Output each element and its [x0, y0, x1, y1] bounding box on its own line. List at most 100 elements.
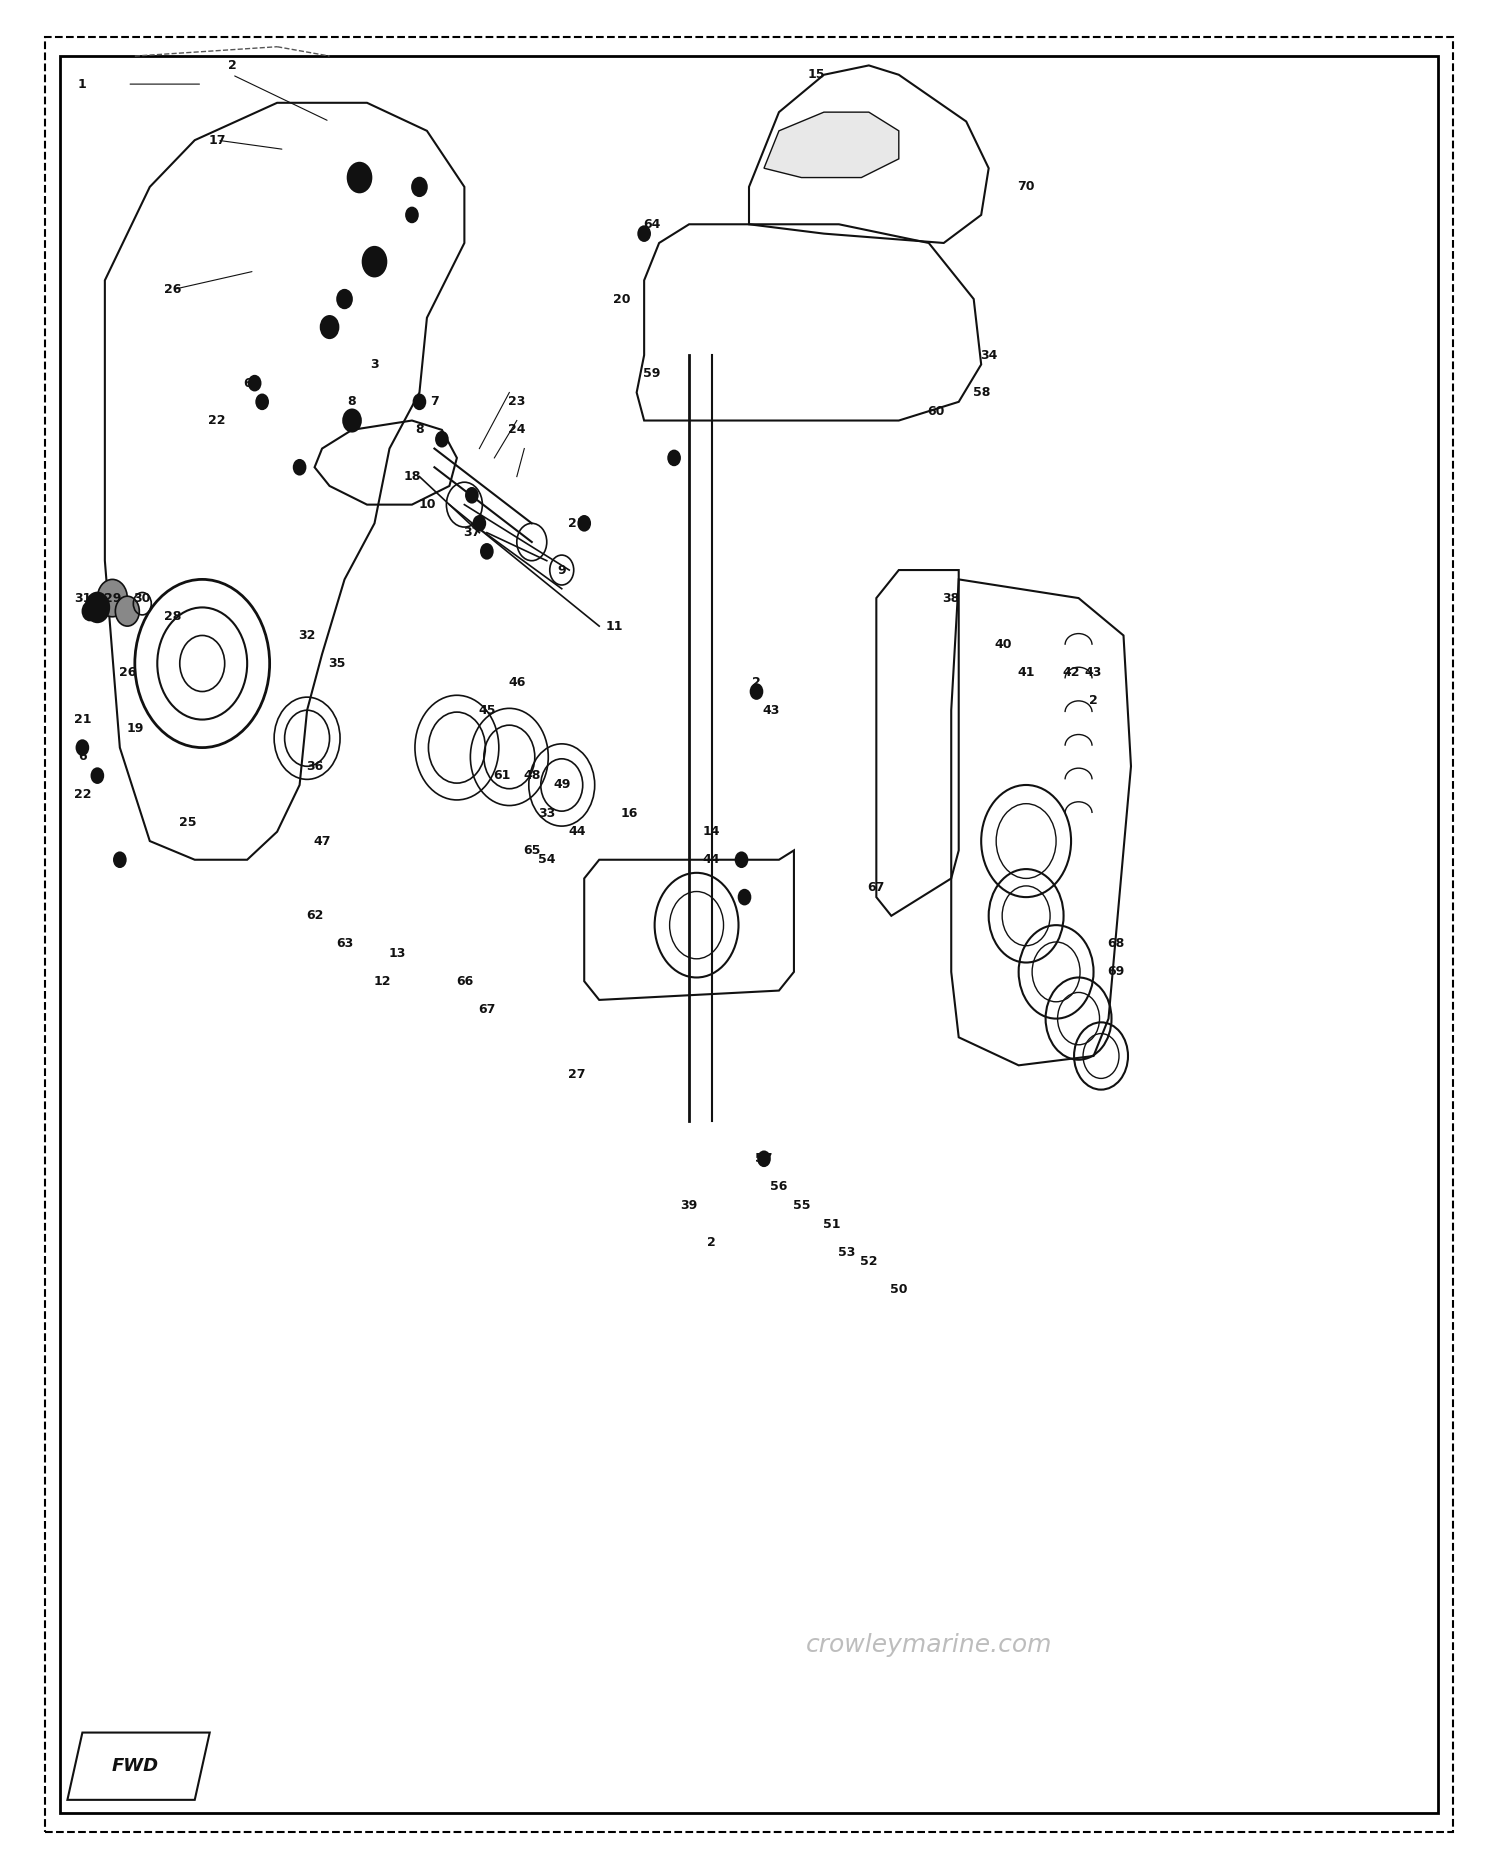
Text: 19: 19 — [126, 723, 144, 735]
Text: 2: 2 — [752, 677, 761, 688]
Circle shape — [256, 394, 268, 409]
Text: 22: 22 — [208, 415, 226, 426]
Text: 5: 5 — [475, 518, 484, 529]
Text: 47: 47 — [313, 835, 331, 847]
Text: 6: 6 — [243, 378, 252, 389]
Text: 21: 21 — [73, 714, 91, 725]
Text: 11: 11 — [605, 621, 623, 632]
Text: 64: 64 — [643, 219, 661, 230]
Circle shape — [578, 516, 590, 531]
Text: crowleymarine.com: crowleymarine.com — [806, 1634, 1052, 1656]
Text: 18: 18 — [403, 471, 421, 482]
Polygon shape — [764, 112, 899, 178]
Text: 1: 1 — [78, 78, 87, 90]
Text: 56: 56 — [770, 1181, 788, 1192]
Text: 32: 32 — [298, 630, 316, 641]
Text: 31: 31 — [73, 592, 91, 604]
Text: 65: 65 — [523, 845, 541, 856]
Circle shape — [114, 852, 126, 867]
Text: 67: 67 — [478, 1004, 496, 1015]
Text: 25: 25 — [178, 817, 196, 828]
Text: 26: 26 — [118, 667, 136, 678]
Text: 70: 70 — [1017, 181, 1035, 193]
Text: 28: 28 — [163, 611, 181, 622]
Circle shape — [739, 890, 750, 905]
Text: 57: 57 — [755, 1153, 773, 1164]
Text: 42: 42 — [1062, 667, 1080, 678]
Text: 36: 36 — [306, 761, 324, 772]
Text: 14: 14 — [703, 826, 721, 837]
Text: 10: 10 — [418, 499, 436, 510]
Text: 16: 16 — [620, 807, 638, 819]
Text: 21: 21 — [568, 518, 586, 529]
Text: 13: 13 — [388, 948, 406, 959]
Text: 61: 61 — [493, 770, 511, 781]
Circle shape — [406, 207, 418, 222]
Text: 3: 3 — [370, 359, 379, 370]
Text: 58: 58 — [972, 387, 990, 398]
Text: 27: 27 — [568, 1069, 586, 1080]
Text: 52: 52 — [860, 1256, 878, 1267]
Circle shape — [82, 602, 97, 621]
Text: 50: 50 — [890, 1284, 908, 1295]
Text: 46: 46 — [508, 677, 526, 688]
Text: 63: 63 — [336, 938, 354, 949]
Circle shape — [436, 432, 448, 447]
Text: 23: 23 — [508, 396, 526, 407]
Text: 33: 33 — [538, 807, 556, 819]
Text: 6: 6 — [467, 490, 476, 501]
Circle shape — [668, 450, 680, 465]
Text: 51: 51 — [822, 1219, 840, 1230]
Circle shape — [736, 852, 748, 867]
Text: 45: 45 — [478, 705, 496, 716]
Circle shape — [343, 409, 361, 432]
Text: 44: 44 — [703, 854, 721, 865]
Circle shape — [76, 740, 88, 755]
Text: 59: 59 — [643, 368, 661, 379]
Text: 34: 34 — [980, 350, 998, 361]
Text: 40: 40 — [995, 639, 1013, 650]
Text: 44: 44 — [568, 826, 586, 837]
Text: 49: 49 — [553, 779, 571, 791]
Circle shape — [363, 247, 386, 277]
Text: 6: 6 — [78, 751, 87, 763]
Text: 12: 12 — [373, 976, 391, 987]
Text: 29: 29 — [103, 592, 121, 604]
Text: 41: 41 — [1017, 667, 1035, 678]
Text: 20: 20 — [613, 293, 631, 305]
Circle shape — [473, 516, 485, 531]
Text: 26: 26 — [163, 284, 181, 295]
Circle shape — [750, 684, 762, 699]
Text: 43: 43 — [762, 705, 780, 716]
Circle shape — [294, 460, 306, 475]
Circle shape — [413, 394, 425, 409]
Text: 15: 15 — [807, 69, 825, 80]
Circle shape — [115, 596, 139, 626]
Text: 17: 17 — [208, 135, 226, 146]
Text: 37: 37 — [463, 527, 481, 538]
Circle shape — [412, 178, 427, 196]
Text: 67: 67 — [867, 882, 885, 893]
Circle shape — [97, 579, 127, 617]
Text: 22: 22 — [73, 789, 91, 800]
Text: 24: 24 — [508, 424, 526, 435]
Circle shape — [638, 226, 650, 241]
Circle shape — [466, 488, 478, 503]
Text: 8: 8 — [415, 424, 424, 435]
Text: 9: 9 — [557, 564, 566, 576]
Text: 2: 2 — [1089, 695, 1098, 706]
Text: 62: 62 — [306, 910, 324, 921]
Text: 4: 4 — [482, 546, 491, 557]
Circle shape — [249, 376, 261, 391]
Text: 66: 66 — [455, 976, 473, 987]
Circle shape — [758, 1151, 770, 1166]
Text: FWD: FWD — [111, 1757, 159, 1776]
Text: 60: 60 — [927, 406, 945, 417]
Circle shape — [337, 290, 352, 308]
Text: 48: 48 — [523, 770, 541, 781]
Text: 7: 7 — [430, 396, 439, 407]
Text: 2: 2 — [228, 60, 237, 71]
Circle shape — [481, 544, 493, 559]
Text: 43: 43 — [1085, 667, 1103, 678]
Text: 30: 30 — [133, 592, 151, 604]
